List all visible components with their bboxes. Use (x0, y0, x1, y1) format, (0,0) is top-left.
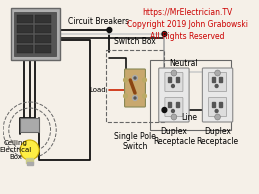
Circle shape (162, 107, 167, 113)
Circle shape (124, 94, 127, 98)
Text: Duplex
Receptacle: Duplex Receptacle (197, 127, 239, 146)
Bar (168, 102, 171, 107)
Text: Switch Box: Switch Box (114, 37, 156, 46)
FancyBboxPatch shape (208, 73, 227, 92)
FancyBboxPatch shape (202, 68, 233, 122)
FancyBboxPatch shape (125, 69, 146, 107)
Bar (17, 35, 33, 43)
Circle shape (124, 78, 127, 82)
Circle shape (171, 114, 177, 120)
Text: Single Pole
Switch: Single Pole Switch (114, 132, 156, 151)
Circle shape (215, 70, 220, 76)
Bar (35, 15, 52, 23)
Bar (17, 15, 33, 23)
Bar (219, 77, 222, 82)
Circle shape (143, 78, 146, 82)
Circle shape (134, 77, 136, 79)
Circle shape (215, 109, 218, 113)
Bar (17, 45, 33, 53)
Circle shape (162, 31, 167, 36)
FancyBboxPatch shape (165, 73, 183, 92)
Text: Neutral: Neutral (169, 59, 198, 68)
Circle shape (171, 85, 174, 87)
Bar (35, 25, 52, 33)
Bar (26, 158, 33, 163)
Bar (17, 25, 33, 33)
Bar (106, 50, 164, 122)
Circle shape (171, 109, 174, 113)
Bar (219, 102, 222, 107)
FancyBboxPatch shape (11, 8, 60, 60)
Bar (35, 45, 52, 53)
Circle shape (107, 28, 112, 33)
Circle shape (20, 140, 39, 160)
Text: Ceiling
Electrical
Box: Ceiling Electrical Box (0, 140, 32, 160)
Circle shape (134, 97, 136, 99)
Bar (35, 35, 52, 43)
Text: Duplex
Receptacle: Duplex Receptacle (153, 127, 195, 146)
FancyBboxPatch shape (159, 68, 189, 122)
Circle shape (171, 70, 177, 76)
Bar (20, 118, 39, 132)
Text: Line: Line (182, 113, 198, 122)
Circle shape (133, 75, 137, 81)
Text: https://MrElectrician.TV
Copyright 2019 John Grabowski
All Rights Reserved: https://MrElectrician.TV Copyright 2019 … (127, 8, 248, 41)
Bar (168, 77, 171, 82)
FancyBboxPatch shape (208, 98, 227, 117)
Bar (212, 102, 215, 107)
Bar (176, 102, 179, 107)
Text: Load: Load (89, 87, 106, 93)
Circle shape (215, 85, 218, 87)
Bar (27, 162, 33, 165)
Circle shape (143, 94, 146, 98)
FancyBboxPatch shape (165, 98, 183, 117)
Bar (176, 77, 179, 82)
Bar (150, 60, 231, 130)
Text: Circuit Breakers: Circuit Breakers (68, 17, 129, 27)
Bar (212, 77, 215, 82)
FancyBboxPatch shape (15, 12, 56, 56)
Circle shape (215, 114, 220, 120)
Circle shape (133, 95, 137, 100)
